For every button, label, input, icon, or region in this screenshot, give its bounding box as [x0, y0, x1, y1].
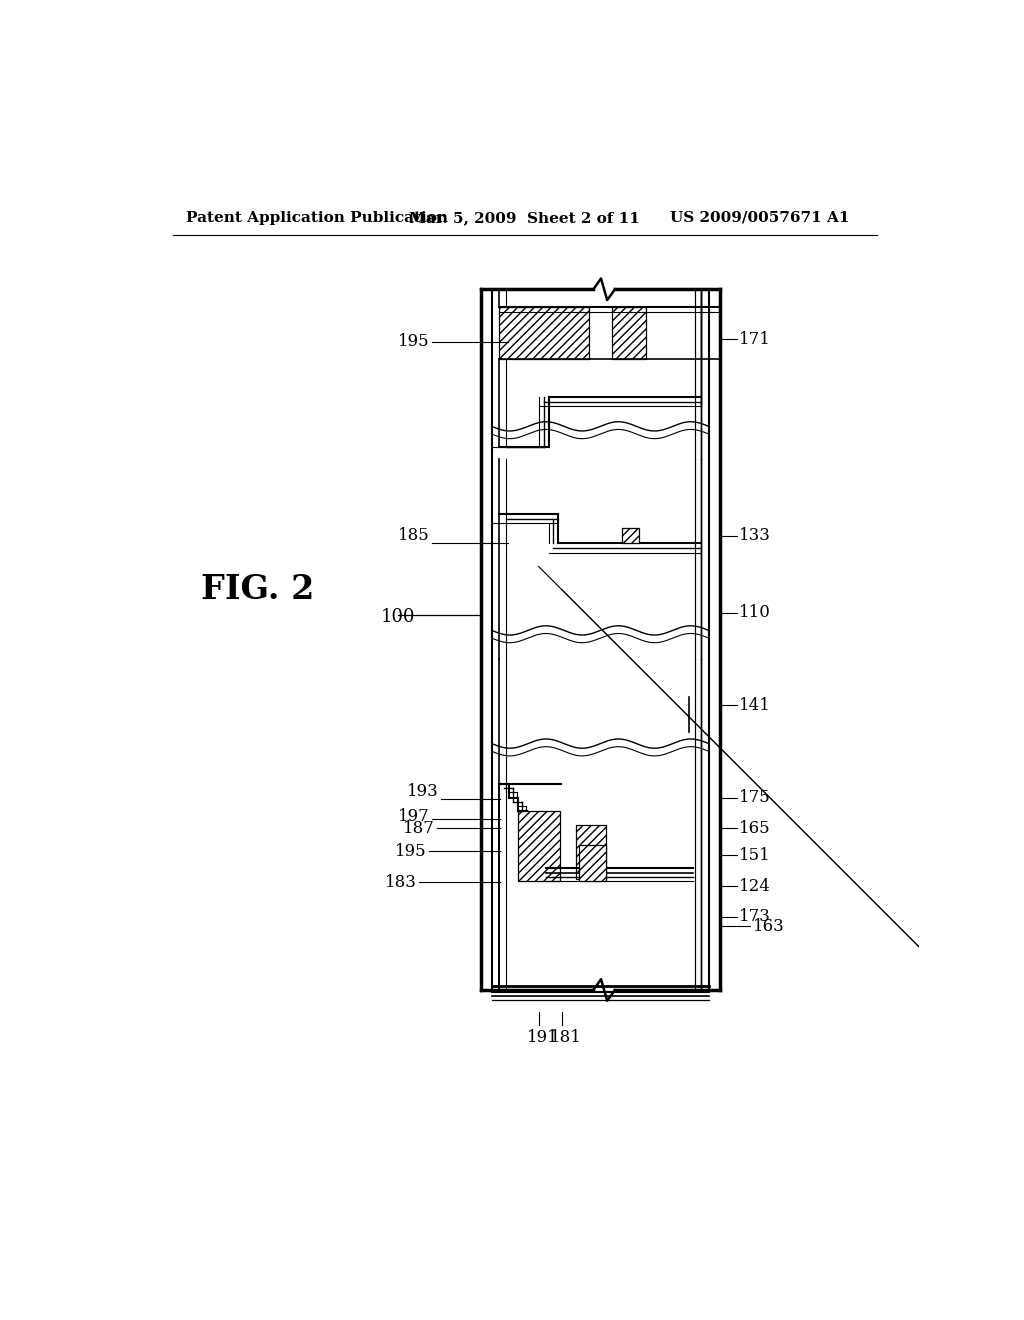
Text: 163: 163	[753, 917, 784, 935]
Text: 191: 191	[526, 1028, 558, 1045]
Text: 193: 193	[407, 783, 438, 800]
Text: FIG. 2: FIG. 2	[201, 573, 314, 606]
Text: Patent Application Publication: Patent Application Publication	[186, 211, 449, 224]
Text: 151: 151	[739, 846, 771, 863]
Polygon shape	[622, 528, 639, 544]
Polygon shape	[580, 845, 606, 880]
Text: Mar. 5, 2009  Sheet 2 of 11: Mar. 5, 2009 Sheet 2 of 11	[410, 211, 640, 224]
Text: 185: 185	[397, 527, 429, 544]
Text: 165: 165	[739, 820, 770, 837]
Text: 173: 173	[739, 908, 771, 925]
Text: 171: 171	[739, 331, 771, 348]
Polygon shape	[500, 308, 589, 359]
Polygon shape	[611, 308, 646, 359]
Text: 141: 141	[739, 697, 771, 714]
Text: 133: 133	[739, 527, 771, 544]
Text: 195: 195	[395, 843, 427, 859]
Polygon shape	[575, 825, 606, 879]
Text: 183: 183	[385, 874, 417, 891]
Text: 187: 187	[402, 820, 435, 837]
Text: 175: 175	[739, 789, 771, 807]
Text: 100: 100	[381, 607, 416, 626]
Text: 124: 124	[739, 878, 771, 895]
Text: 110: 110	[739, 605, 771, 622]
Polygon shape	[518, 812, 560, 880]
Text: 197: 197	[397, 808, 429, 825]
Text: 181: 181	[550, 1028, 582, 1045]
Text: 195: 195	[397, 333, 429, 350]
Text: US 2009/0057671 A1: US 2009/0057671 A1	[670, 211, 849, 224]
